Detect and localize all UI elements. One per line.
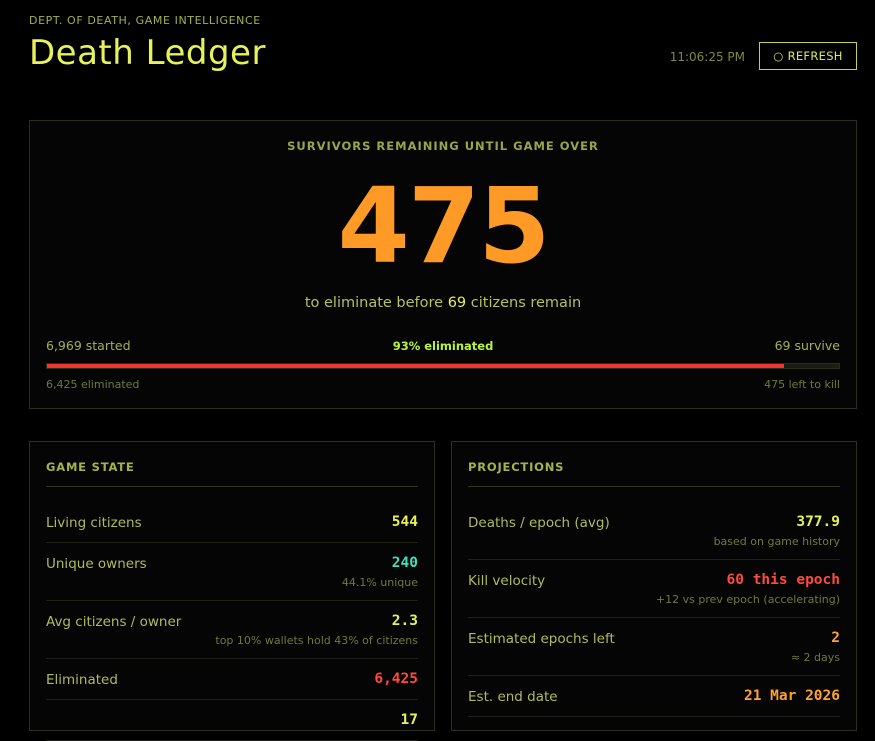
stat-value: 544 [391,514,418,530]
eliminated-count: 6,425 eliminated [46,378,140,391]
stat-label: Kill velocity [468,573,546,589]
stat-value: 60 this epoch [726,572,841,588]
survivors-remaining-value: 475 [337,165,550,287]
stat-living-citizens: Living citizens 544 [46,502,418,543]
game-state-card: GAME STATE Living citizens 544 Unique ow… [29,441,435,741]
stat-label: Est. end date [468,689,558,705]
stat-note: ≈ 2 days [790,651,840,664]
survivors-subtitle: to eliminate before 69 citizens remain [30,295,856,311]
left-to-kill: 475 left to kill [764,378,840,391]
subtitle-count: 69 [447,295,467,311]
survivors-panel: SURVIVORS REMAINING UNTIL GAME OVER 475 … [29,120,857,409]
refresh-button[interactable]: ○ REFRESH [759,42,857,70]
stat-note: based on game history [713,535,840,548]
stat-note: 44.1% unique [341,576,418,589]
game-state-list: Living citizens 544 Unique owners 240 44… [46,502,418,741]
stat-note: +12 vs prev epoch (accelerating) [655,593,840,606]
stat-label: Deaths / epoch (avg) [468,515,610,531]
stat-deaths-per-epoch: Deaths / epoch (avg) 377.9 based on game… [468,502,840,560]
stat-note: top 10% wallets hold 43% of citizens [215,634,418,647]
stat-partial-row: 17 [46,700,418,741]
projections-list: Deaths / epoch (avg) 377.9 based on game… [468,502,840,717]
stat-label: Living citizens [46,515,142,531]
header: DEPT. OF DEATH, GAME INTELLIGENCE Death … [29,14,857,84]
refresh-icon: ○ [773,49,784,63]
current-time: 11:06:25 PM [669,50,745,64]
stat-label: Unique owners [46,556,147,572]
stat-kill-velocity: Kill velocity 60 this epoch +12 vs prev … [468,560,840,618]
stat-value: 6,425 [374,671,418,687]
stat-value: 17 [400,712,418,728]
stat-value: 240 [391,555,418,571]
stat-unique-owners: Unique owners 240 44.1% unique [46,543,418,601]
subtitle-suffix: citizens remain [470,295,582,311]
game-state-title: GAME STATE [46,460,418,487]
department-label: DEPT. OF DEATH, GAME INTELLIGENCE [29,14,261,27]
survivors-label: SURVIVORS REMAINING UNTIL GAME OVER [287,139,599,153]
refresh-label: REFRESH [787,49,843,63]
stat-label: Estimated epochs left [468,631,615,647]
stat-end-date: Est. end date 21 Mar 2026 [468,676,840,717]
stat-eliminated: Eliminated 6,425 [46,659,418,700]
subtitle-prefix: to eliminate before [304,295,444,311]
stat-label: Avg citizens / owner [46,614,182,630]
stat-value: 2 [831,630,840,646]
started-count: 6,969 started [46,338,131,353]
projections-card: PROJECTIONS Deaths / epoch (avg) 377.9 b… [451,441,857,731]
elimination-progress-bar [46,363,840,369]
stat-value: 377.9 [796,514,840,530]
stat-label: Eliminated [46,672,118,688]
projections-title: PROJECTIONS [468,460,840,487]
page-title: Death Ledger [29,33,266,73]
survive-count: 69 survive [774,338,840,353]
stat-value: 21 Mar 2026 [743,688,840,704]
stat-epochs-left: Estimated epochs left 2 ≈ 2 days [468,618,840,676]
stat-avg-citizens-per-owner: Avg citizens / owner 2.3 top 10% wallets… [46,601,418,659]
stat-value: 2.3 [391,613,418,629]
eliminated-percent: 93% eliminated [392,339,494,353]
elimination-progress-fill [47,364,784,368]
